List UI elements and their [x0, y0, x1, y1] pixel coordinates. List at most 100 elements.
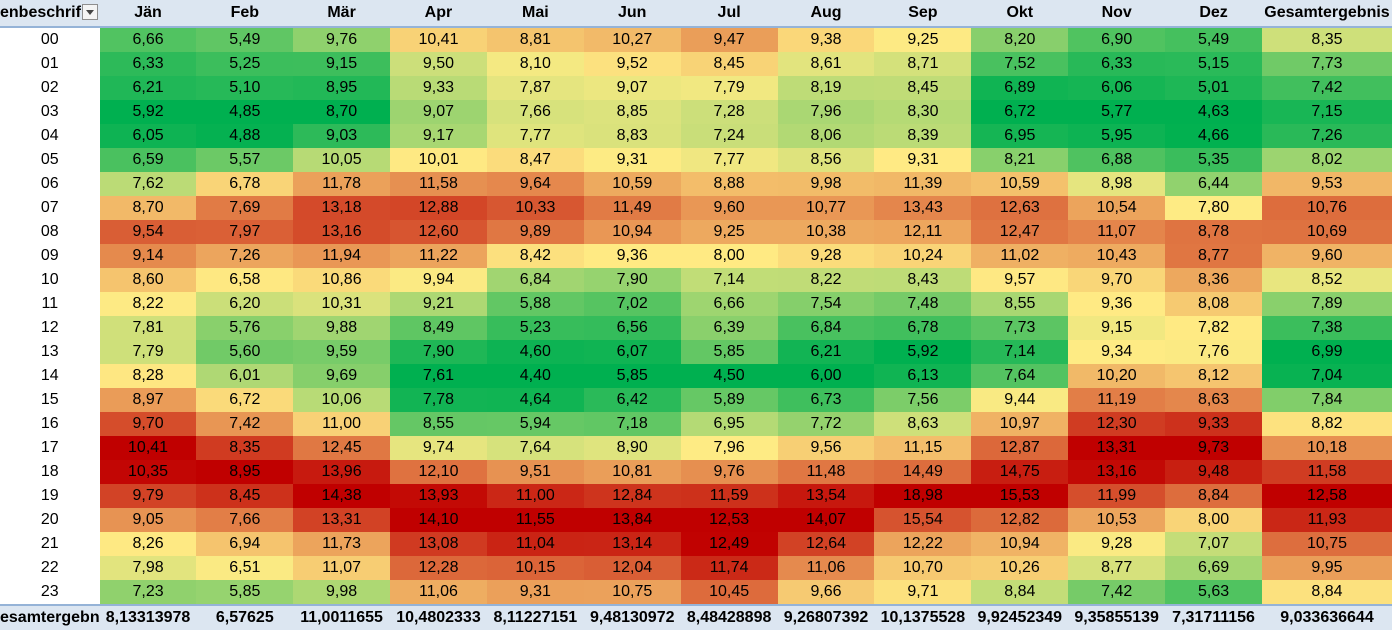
value-cell[interactable]: 9,31	[874, 148, 972, 172]
value-cell[interactable]: 8,55	[390, 412, 487, 436]
value-cell[interactable]: 10,54	[1068, 196, 1166, 220]
value-cell[interactable]: 6,84	[777, 316, 875, 340]
column-header-8[interactable]: Sep	[874, 0, 972, 28]
value-cell[interactable]: 6,21	[777, 340, 875, 364]
value-cell[interactable]: 6,73	[777, 388, 875, 412]
value-cell[interactable]: 9,33	[1165, 412, 1262, 436]
value-cell[interactable]: 8,30	[874, 100, 972, 124]
value-cell[interactable]: 5,89	[680, 388, 778, 412]
grand-total-cell[interactable]: 6,57625	[196, 604, 294, 630]
value-cell[interactable]: 9,15	[1068, 316, 1166, 340]
value-cell[interactable]: 10,53	[1068, 508, 1166, 532]
value-cell[interactable]: 14,38	[293, 484, 391, 508]
value-cell[interactable]: 8,61	[777, 52, 875, 76]
value-cell[interactable]: 7,62	[99, 172, 197, 196]
value-cell[interactable]: 9,66	[777, 580, 875, 605]
value-cell[interactable]: 5,85	[680, 340, 778, 364]
value-cell[interactable]: 11,73	[293, 532, 391, 556]
value-cell[interactable]: 7,90	[583, 268, 681, 292]
value-cell[interactable]: 12,10	[390, 460, 487, 484]
value-cell[interactable]: 5,57	[196, 148, 294, 172]
value-cell[interactable]: 6,00	[777, 364, 875, 388]
value-cell[interactable]: 10,94	[971, 532, 1069, 556]
value-cell[interactable]: 8,77	[1165, 244, 1262, 268]
value-cell[interactable]: 8,36	[1165, 268, 1262, 292]
value-cell[interactable]: 8,06	[777, 124, 875, 148]
value-cell[interactable]: 9,54	[99, 220, 197, 244]
value-cell[interactable]: 7,82	[1165, 316, 1262, 340]
value-cell[interactable]: 5,94	[486, 412, 584, 436]
row-label[interactable]: 12	[0, 316, 100, 340]
value-cell[interactable]: 11,59	[680, 484, 778, 508]
column-header-11[interactable]: Dez	[1165, 0, 1262, 28]
value-cell[interactable]: 9,25	[874, 27, 972, 52]
value-cell[interactable]: 6,78	[196, 172, 294, 196]
value-cell[interactable]: 13,16	[1068, 460, 1166, 484]
value-cell[interactable]: 10,45	[680, 580, 778, 605]
value-cell[interactable]: 7,07	[1165, 532, 1262, 556]
row-label[interactable]: 09	[0, 244, 100, 268]
value-cell[interactable]: 6,69	[1165, 556, 1262, 580]
row-label[interactable]: 17	[0, 436, 100, 460]
value-cell[interactable]: 4,60	[486, 340, 584, 364]
value-cell[interactable]: 18,98	[874, 484, 972, 508]
value-cell[interactable]: 7,98	[99, 556, 197, 580]
value-cell[interactable]: 6,07	[583, 340, 681, 364]
value-cell[interactable]: 9,21	[390, 292, 487, 316]
value-cell[interactable]: 11,19	[1068, 388, 1166, 412]
value-cell[interactable]: 6,66	[680, 292, 778, 316]
value-cell[interactable]: 8,70	[99, 196, 197, 220]
column-header-3[interactable]: Apr	[390, 0, 487, 28]
value-cell[interactable]: 5,92	[874, 340, 972, 364]
value-cell[interactable]: 6,99	[1262, 340, 1392, 364]
value-cell[interactable]: 13,43	[874, 196, 972, 220]
row-label[interactable]: 11	[0, 292, 100, 316]
value-cell[interactable]: 9,03	[293, 124, 391, 148]
value-cell[interactable]: 14,75	[971, 460, 1069, 484]
row-label[interactable]: 22	[0, 556, 100, 580]
value-cell[interactable]: 13,16	[293, 220, 391, 244]
value-cell[interactable]: 8,82	[1262, 412, 1392, 436]
row-label[interactable]: 02	[0, 76, 100, 100]
value-cell[interactable]: 8,45	[874, 76, 972, 100]
column-header-0[interactable]: Jän	[99, 0, 197, 28]
value-cell[interactable]: 7,04	[1262, 364, 1392, 388]
value-cell[interactable]: 10,59	[971, 172, 1069, 196]
value-cell[interactable]: 10,59	[583, 172, 681, 196]
value-cell[interactable]: 10,70	[874, 556, 972, 580]
value-cell[interactable]: 7,18	[583, 412, 681, 436]
value-cell[interactable]: 9,28	[1068, 532, 1166, 556]
value-cell[interactable]: 8,10	[486, 52, 584, 76]
value-cell[interactable]: 15,54	[874, 508, 972, 532]
column-header-5[interactable]: Jun	[583, 0, 681, 28]
value-cell[interactable]: 12,04	[583, 556, 681, 580]
grand-total-cell[interactable]: 10,1375528	[874, 604, 972, 630]
value-cell[interactable]: 10,75	[583, 580, 681, 605]
value-cell[interactable]: 7,28	[680, 100, 778, 124]
value-cell[interactable]: 12,22	[874, 532, 972, 556]
value-cell[interactable]: 5,01	[1165, 76, 1262, 100]
value-cell[interactable]: 10,97	[971, 412, 1069, 436]
value-cell[interactable]: 11,07	[293, 556, 391, 580]
value-cell[interactable]: 14,07	[777, 508, 875, 532]
value-cell[interactable]: 5,23	[486, 316, 584, 340]
value-cell[interactable]: 9,44	[971, 388, 1069, 412]
value-cell[interactable]: 6,51	[196, 556, 294, 580]
value-cell[interactable]: 8,52	[1262, 268, 1392, 292]
value-cell[interactable]: 11,48	[777, 460, 875, 484]
value-cell[interactable]: 6,58	[196, 268, 294, 292]
value-cell[interactable]: 8,97	[99, 388, 197, 412]
value-cell[interactable]: 10,81	[583, 460, 681, 484]
value-cell[interactable]: 7,73	[1262, 52, 1392, 76]
value-cell[interactable]: 12,49	[680, 532, 778, 556]
value-cell[interactable]: 9,17	[390, 124, 487, 148]
value-cell[interactable]: 7,24	[680, 124, 778, 148]
value-cell[interactable]: 4,88	[196, 124, 294, 148]
row-label[interactable]: 21	[0, 532, 100, 556]
value-cell[interactable]: 9,53	[1262, 172, 1392, 196]
value-cell[interactable]: 8,21	[971, 148, 1069, 172]
value-cell[interactable]: 9,59	[293, 340, 391, 364]
value-cell[interactable]: 5,85	[583, 364, 681, 388]
value-cell[interactable]: 6,84	[486, 268, 584, 292]
value-cell[interactable]: 11,49	[583, 196, 681, 220]
